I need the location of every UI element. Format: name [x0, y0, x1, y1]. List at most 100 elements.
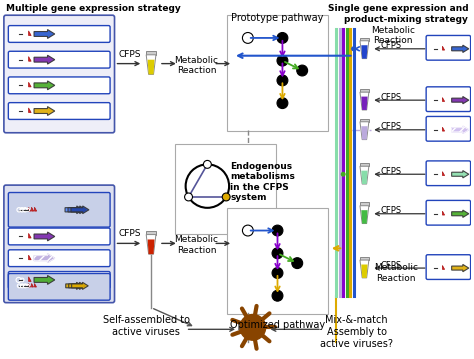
Circle shape: [184, 193, 192, 201]
Circle shape: [277, 33, 288, 43]
Bar: [360, 38, 369, 41]
Polygon shape: [442, 211, 445, 215]
Polygon shape: [71, 206, 89, 214]
Bar: [360, 163, 369, 166]
Circle shape: [203, 160, 211, 168]
FancyBboxPatch shape: [9, 274, 110, 300]
Circle shape: [351, 46, 356, 51]
Text: CFPS: CFPS: [380, 41, 401, 50]
FancyBboxPatch shape: [4, 15, 115, 133]
Polygon shape: [28, 284, 30, 287]
Text: Prototype pathway: Prototype pathway: [231, 13, 324, 23]
Polygon shape: [28, 233, 31, 238]
Text: CFPS: CFPS: [380, 122, 401, 131]
Text: Mix-&-match
Assembly to
active viruses?: Mix-&-match Assembly to active viruses?: [320, 316, 393, 349]
Polygon shape: [35, 207, 36, 211]
FancyBboxPatch shape: [9, 77, 110, 94]
Circle shape: [272, 248, 283, 259]
Polygon shape: [361, 45, 367, 59]
Bar: [146, 231, 156, 234]
Text: Metabolic
Reaction: Metabolic Reaction: [174, 236, 219, 255]
Bar: [360, 257, 369, 260]
Text: Self-assembled to
active viruses: Self-assembled to active viruses: [103, 316, 190, 337]
Text: CFPS: CFPS: [118, 229, 141, 238]
Circle shape: [292, 258, 303, 269]
FancyBboxPatch shape: [426, 87, 471, 112]
Polygon shape: [32, 284, 34, 287]
Polygon shape: [147, 239, 155, 254]
FancyBboxPatch shape: [9, 103, 110, 120]
Bar: [360, 202, 369, 206]
Bar: [146, 51, 156, 55]
Polygon shape: [35, 284, 36, 287]
Polygon shape: [28, 57, 31, 61]
Polygon shape: [28, 108, 31, 113]
FancyBboxPatch shape: [426, 200, 471, 225]
Circle shape: [272, 225, 283, 236]
Polygon shape: [361, 265, 367, 278]
FancyBboxPatch shape: [9, 25, 110, 42]
Text: Endogenous
metabolisms
in the CFPS
system: Endogenous metabolisms in the CFPS syste…: [230, 162, 295, 202]
Circle shape: [240, 314, 265, 340]
Polygon shape: [360, 260, 369, 278]
Polygon shape: [452, 210, 469, 218]
FancyBboxPatch shape: [227, 15, 328, 131]
Circle shape: [242, 225, 253, 236]
FancyBboxPatch shape: [9, 228, 110, 245]
Polygon shape: [452, 264, 469, 272]
Circle shape: [277, 75, 288, 86]
Polygon shape: [69, 282, 85, 289]
Polygon shape: [146, 55, 156, 74]
Polygon shape: [34, 254, 55, 263]
Polygon shape: [361, 97, 367, 110]
Text: Metabolic
Reaction: Metabolic Reaction: [371, 26, 415, 46]
Polygon shape: [452, 171, 469, 178]
Polygon shape: [452, 126, 469, 134]
Polygon shape: [34, 275, 55, 284]
Polygon shape: [34, 232, 55, 241]
Polygon shape: [65, 206, 83, 214]
Text: CFPS: CFPS: [380, 93, 401, 102]
Polygon shape: [360, 41, 369, 59]
Polygon shape: [72, 282, 88, 289]
Polygon shape: [360, 206, 369, 224]
Polygon shape: [68, 206, 86, 214]
FancyBboxPatch shape: [426, 36, 471, 60]
Text: Single gene expression and
product-mixing strategy: Single gene expression and product-mixin…: [328, 4, 468, 24]
FancyBboxPatch shape: [9, 271, 110, 288]
Polygon shape: [66, 282, 82, 289]
Polygon shape: [34, 81, 55, 90]
Circle shape: [297, 65, 308, 76]
Circle shape: [272, 267, 283, 279]
Text: Metabolic
Reaction: Metabolic Reaction: [174, 56, 219, 75]
Text: Multiple gene expression strategy: Multiple gene expression strategy: [6, 4, 181, 13]
Polygon shape: [34, 107, 55, 116]
Text: CFPS: CFPS: [380, 261, 401, 270]
Text: CFPS: CFPS: [380, 167, 401, 176]
Polygon shape: [28, 82, 31, 87]
Polygon shape: [442, 172, 445, 176]
Polygon shape: [361, 126, 367, 140]
Circle shape: [277, 98, 288, 108]
FancyBboxPatch shape: [426, 161, 471, 186]
Polygon shape: [34, 55, 55, 64]
Bar: [360, 89, 369, 92]
Polygon shape: [361, 210, 367, 224]
Polygon shape: [34, 29, 55, 38]
Polygon shape: [28, 31, 31, 36]
Polygon shape: [360, 122, 369, 140]
Text: CFPS: CFPS: [118, 50, 141, 59]
Text: CFPS: CFPS: [380, 206, 401, 215]
FancyBboxPatch shape: [227, 208, 328, 313]
Polygon shape: [442, 265, 445, 269]
Polygon shape: [360, 166, 369, 184]
Circle shape: [222, 193, 230, 201]
FancyBboxPatch shape: [426, 116, 471, 141]
Polygon shape: [28, 207, 31, 211]
FancyBboxPatch shape: [9, 51, 110, 68]
Polygon shape: [452, 97, 469, 104]
FancyBboxPatch shape: [426, 255, 471, 279]
Circle shape: [272, 290, 283, 301]
Circle shape: [277, 55, 288, 66]
Polygon shape: [452, 45, 469, 52]
